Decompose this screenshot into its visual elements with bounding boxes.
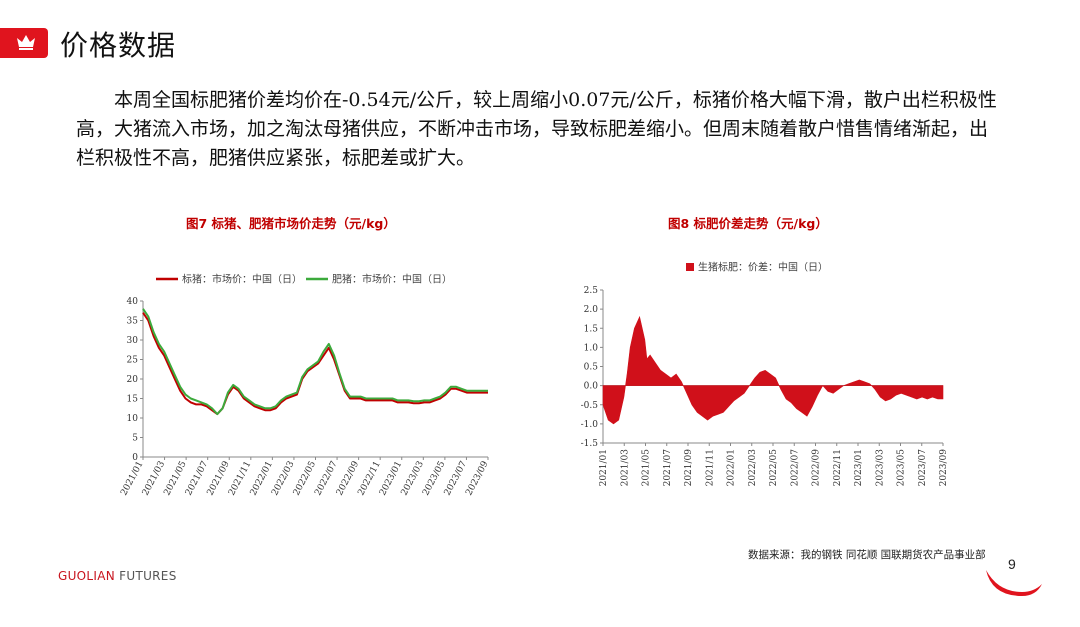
chart8-y-tick-label: 2.0 (584, 305, 599, 315)
chart8-x-tick-label: 2023/01 (854, 449, 864, 486)
chart8-x-tick-label: 2023/03 (875, 449, 885, 487)
chart7-legend-label-1: 标猪：市场价：中国（日） (182, 273, 302, 286)
chart8-y-tick-label: 2.5 (584, 286, 599, 296)
chart7-y-tick-label: 30 (127, 336, 139, 346)
chart7-y-tick-label: 35 (127, 317, 139, 327)
header-accent-bar (0, 28, 48, 58)
chart8-y-tick-label: -0.5 (581, 401, 599, 411)
summary-paragraph: 本周全国标肥猪价差均价在-0.54元/公斤，较上周缩小0.07元/公斤，标猪价格… (76, 89, 997, 169)
chart7-series-line-2 (142, 308, 488, 416)
chart8-legend-label: 生猪标肥：价差：中国（日） (698, 261, 828, 274)
chart8-legend: 生猪标肥：价差：中国（日） (686, 261, 828, 274)
chart8-legend-swatch (686, 263, 694, 271)
chart8-x-tick-label: 2022/03 (748, 449, 758, 487)
chart7-y-tick-label: 15 (127, 395, 139, 405)
chart8-x-tick-label: 2023/05 (897, 449, 907, 487)
chart8-x-tick-label: 2021/01 (599, 449, 609, 486)
chart8-series-area (602, 315, 944, 425)
page-title: 价格数据 (60, 29, 177, 62)
chart7-series-line-1 (142, 312, 488, 416)
brand-primary: GUOLIAN (58, 569, 116, 583)
figure-7-title: 图7 标猪、肥猪市场价走势（元/kg） (186, 216, 396, 231)
chart7-y-tick-label: 40 (127, 297, 139, 307)
chart8-x-tick-label: 2021/07 (663, 449, 673, 487)
chart8-x-tick-label: 2023/07 (918, 449, 928, 487)
brand-secondary: FUTURES (119, 569, 177, 583)
chart8-axes: -1.5 -1.0 -0.5 0.0 0.5 1.0 1.5 2.0 2.5 2021/01 202… (581, 286, 949, 486)
chart8-x-tick-label: 2022/05 (769, 449, 779, 487)
chart7-y-tick-label: 20 (127, 375, 139, 385)
chart7-y-tick-label: 25 (127, 356, 139, 366)
chart8-y-tick-label: 0.5 (584, 363, 599, 373)
chart8-y-tick-label: -1.0 (581, 420, 599, 430)
chart8-x-tick-label: 2021/11 (705, 449, 715, 486)
figure-8-title: 图8 标肥价差走势（元/kg） (668, 216, 828, 231)
crown-icon (17, 35, 35, 50)
chart8-y-tick-label: 0.0 (584, 382, 599, 392)
chart8-x-tick-label: 2021/03 (620, 449, 630, 487)
chart8-x-tick-label: 2023/09 (939, 449, 949, 487)
page-number: 9 (1008, 556, 1016, 572)
chart7-y-tick-label: 0 (132, 453, 138, 463)
chart7-series (142, 308, 488, 416)
swoosh-decoration (986, 570, 1042, 596)
data-source-note: 数据来源：我的钢铁 同花顺 国联期货农产品事业部 (748, 549, 986, 561)
chart7-y-tick-label: 10 (127, 414, 139, 424)
chart8-x-tick-label: 2022/07 (790, 449, 800, 487)
chart8-x-tick-label: 2021/09 (684, 449, 694, 487)
chart8-x-tick-label: 2022/11 (833, 449, 843, 486)
chart8-y-tick-label: -1.5 (581, 439, 599, 449)
chart8-series (602, 315, 944, 425)
chart8-x-tick-label: 2022/09 (812, 449, 822, 487)
chart8-y-tick-label: 1.0 (584, 343, 599, 353)
chart8-x-tick-label: 2022/01 (727, 449, 737, 486)
chart7-y-tick-label: 5 (132, 434, 138, 444)
brand-logo: GUOLIAN FUTURES (58, 569, 177, 583)
chart8-x-tick-label: 2021/05 (642, 449, 652, 487)
chart7-legend: 标猪：市场价：中国（日） 肥猪：市场价：中国（日） (156, 273, 452, 286)
chart7-legend-label-2: 肥猪：市场价：中国（日） (332, 273, 452, 286)
chart8-y-tick-label: 1.5 (584, 324, 599, 334)
